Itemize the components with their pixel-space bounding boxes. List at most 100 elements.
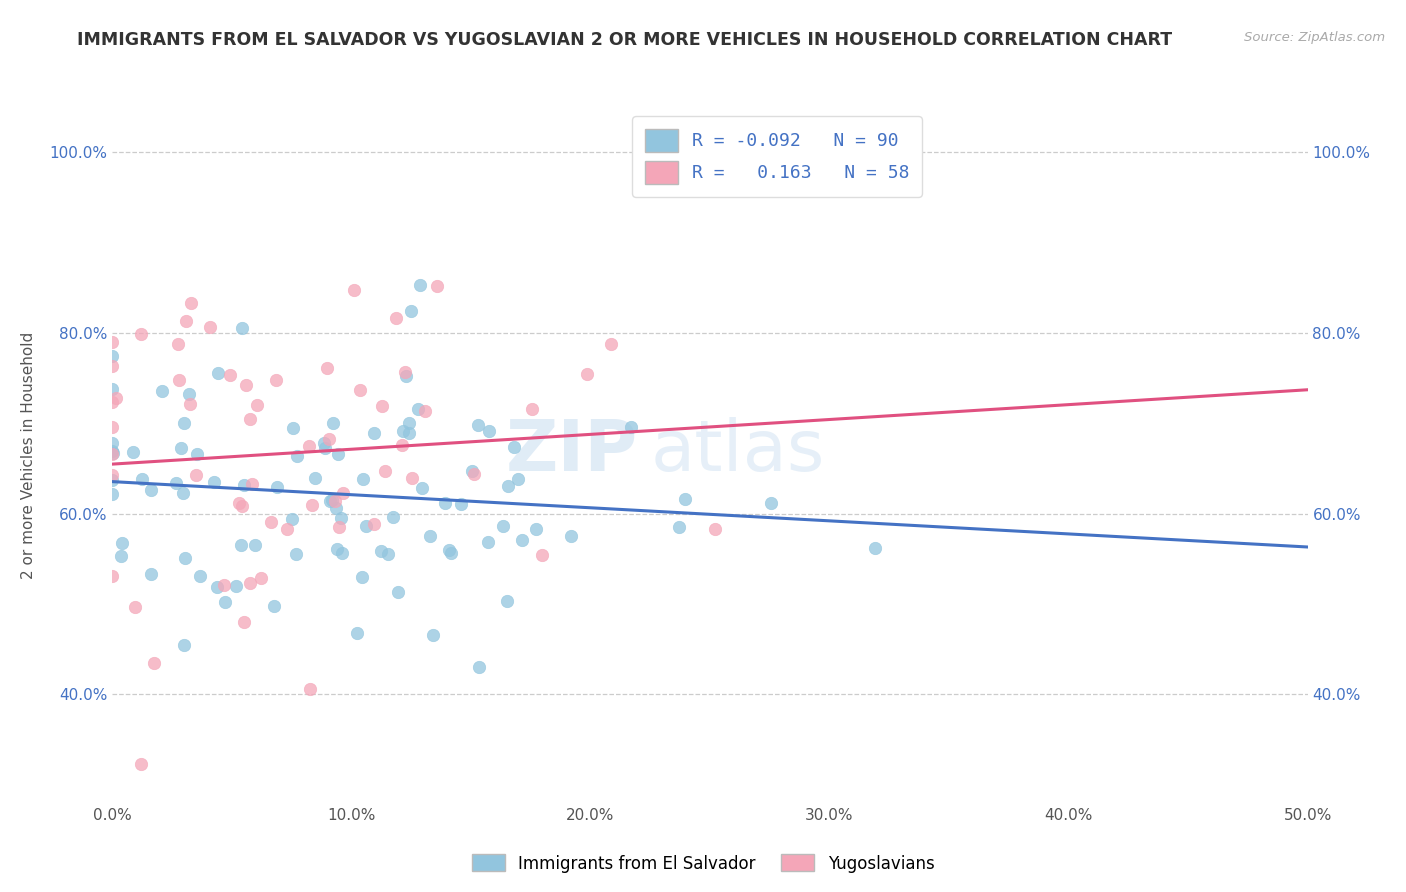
Legend: R = -0.092   N = 90, R =   0.163   N = 58: R = -0.092 N = 90, R = 0.163 N = 58 [633, 116, 922, 197]
Point [352, 472, 374, 486]
Point [173, 416, 195, 430]
Point [370, 544, 392, 558]
Point [399, 304, 422, 318]
Point [139, 483, 162, 497]
Point [229, 537, 252, 551]
Point [503, 441, 526, 455]
Point [141, 567, 163, 582]
Point [395, 369, 418, 384]
Point [498, 479, 520, 493]
Point [461, 464, 484, 478]
Point [232, 615, 254, 629]
Point [276, 522, 298, 536]
Point [179, 397, 201, 411]
Point [101, 334, 124, 349]
Point [468, 660, 491, 674]
Point [398, 417, 420, 431]
Point [101, 467, 124, 482]
Point [231, 500, 253, 514]
Point [260, 515, 283, 529]
Point [377, 547, 399, 561]
Point [363, 516, 385, 531]
Point [281, 421, 304, 435]
Point [450, 497, 472, 511]
Point [170, 441, 193, 455]
Point [150, 384, 173, 398]
Point [560, 529, 582, 543]
Point [314, 441, 336, 455]
Point [174, 550, 197, 565]
Point [492, 518, 515, 533]
Point [101, 446, 124, 460]
Point [401, 471, 423, 485]
Point [284, 547, 307, 561]
Point [346, 625, 368, 640]
Point [332, 546, 354, 560]
Point [326, 541, 349, 556]
Point [111, 536, 134, 550]
Point [173, 638, 195, 652]
Point [422, 628, 444, 642]
Point [314, 436, 336, 450]
Point [363, 426, 385, 441]
Point [434, 496, 457, 510]
Point [392, 424, 415, 438]
Point [225, 579, 247, 593]
Point [520, 401, 543, 416]
Point [246, 399, 269, 413]
Point [419, 529, 441, 543]
Point [668, 520, 690, 534]
Point [101, 473, 124, 487]
Y-axis label: 2 or more Vehicles in Household: 2 or more Vehicles in Household [21, 331, 35, 579]
Point [297, 439, 319, 453]
Point [463, 467, 485, 481]
Point [326, 447, 349, 461]
Point [105, 391, 128, 405]
Point [301, 499, 323, 513]
Point [343, 283, 366, 297]
Point [101, 568, 124, 582]
Point [323, 494, 346, 508]
Point [332, 486, 354, 500]
Legend: Immigrants from El Salvador, Yugoslavians: Immigrants from El Salvador, Yugoslavian… [465, 847, 941, 880]
Point [391, 438, 413, 452]
Point [174, 314, 197, 328]
Point [298, 681, 321, 696]
Point [318, 432, 340, 446]
Point [439, 543, 461, 558]
Point [467, 417, 489, 432]
Point [184, 468, 207, 483]
Point [202, 475, 225, 490]
Point [179, 387, 201, 401]
Point [576, 367, 599, 381]
Point [370, 399, 392, 413]
Point [239, 576, 262, 591]
Point [101, 444, 124, 458]
Point [321, 493, 343, 508]
Point [167, 373, 190, 387]
Point [243, 538, 266, 552]
Point [101, 420, 124, 434]
Point [186, 447, 208, 461]
Point [406, 402, 429, 417]
Text: ZIP: ZIP [506, 417, 638, 486]
Point [477, 534, 499, 549]
Point [124, 599, 146, 614]
Point [440, 546, 463, 560]
Point [240, 477, 263, 491]
Point [530, 549, 553, 563]
Point [166, 336, 188, 351]
Point [510, 533, 533, 548]
Point [285, 450, 308, 464]
Point [387, 585, 409, 599]
Point [385, 310, 408, 325]
Point [322, 416, 344, 430]
Point [325, 500, 347, 515]
Point [524, 522, 547, 536]
Point [214, 595, 236, 609]
Point [188, 569, 211, 583]
Point [129, 327, 152, 342]
Point [398, 425, 420, 440]
Text: IMMIGRANTS FROM EL SALVADOR VS YUGOSLAVIAN 2 OR MORE VEHICLES IN HOUSEHOLD CORRE: IMMIGRANTS FROM EL SALVADOR VS YUGOSLAVI… [77, 31, 1173, 49]
Point [394, 365, 416, 379]
